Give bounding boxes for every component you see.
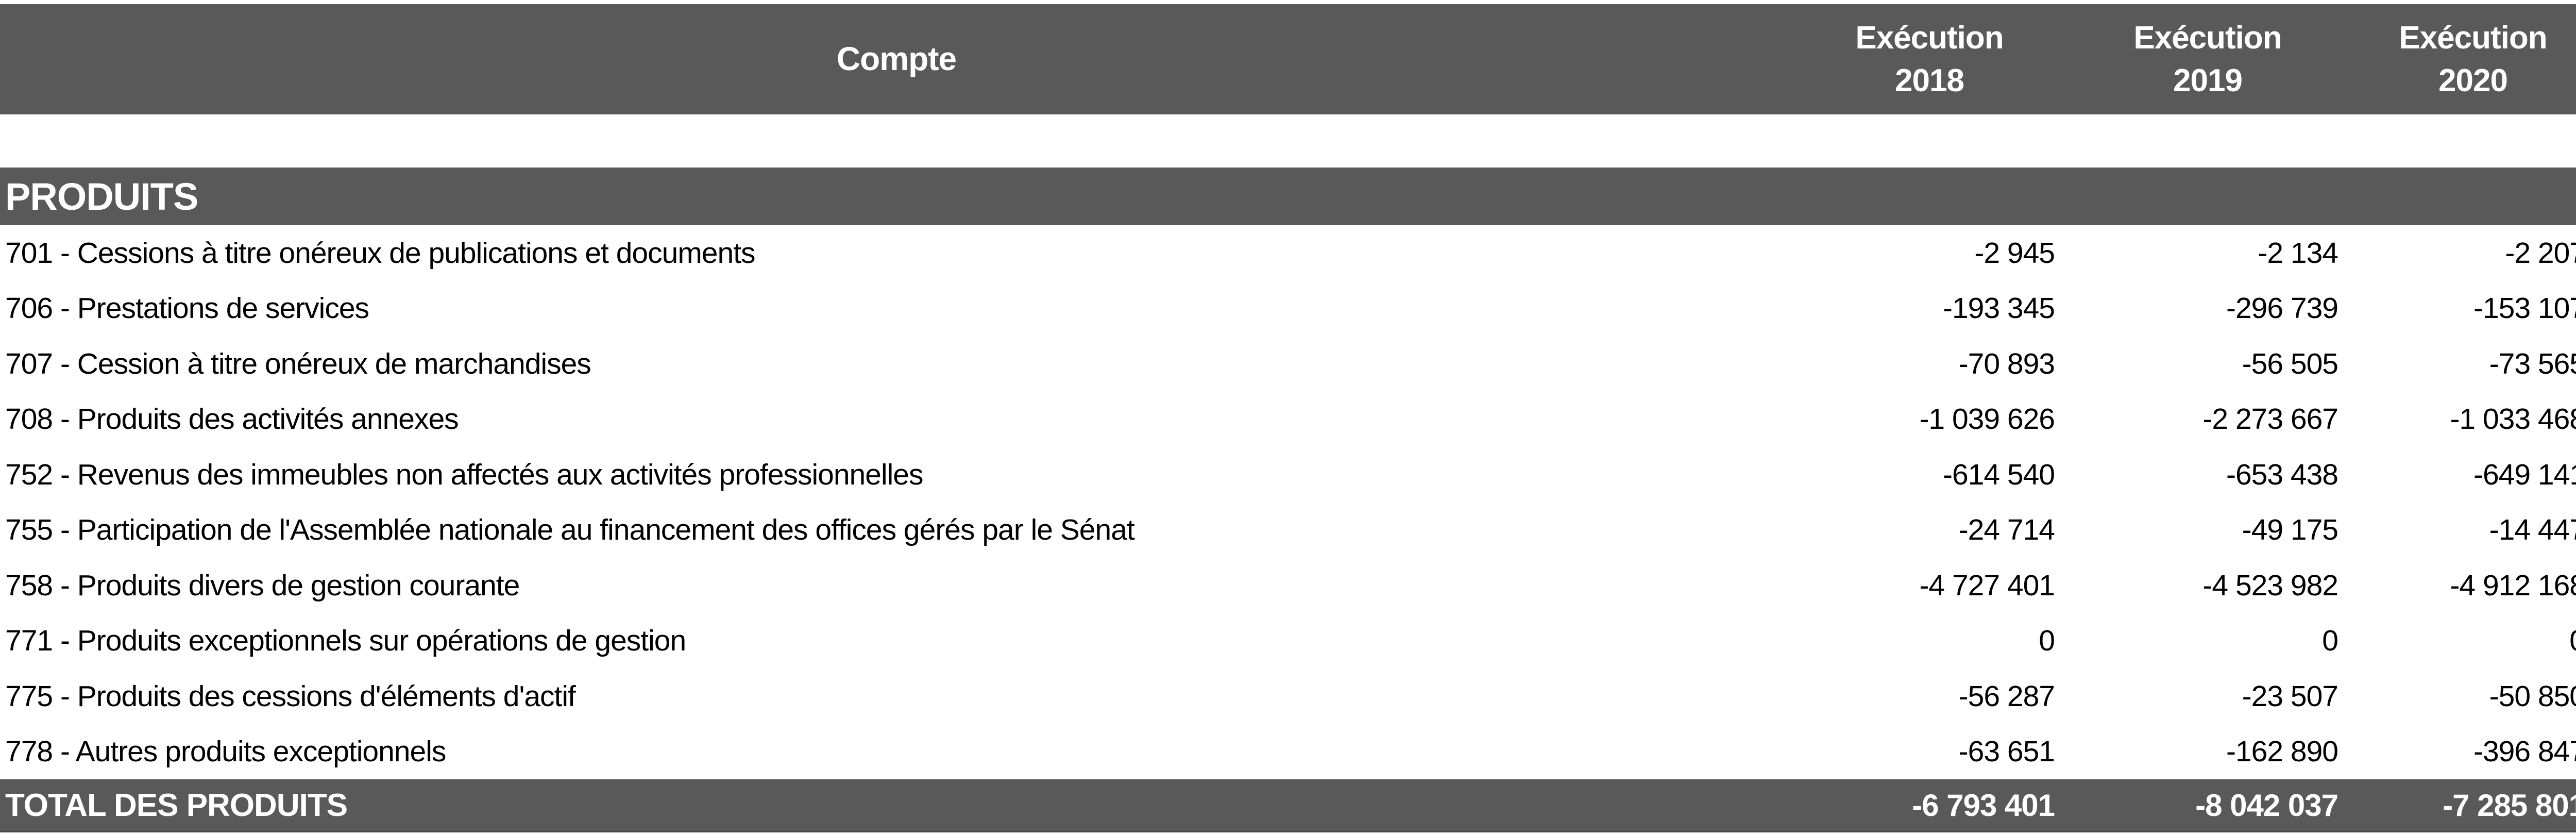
- cell-value-2018: -24 714: [1958, 513, 2055, 547]
- table-body: 701 - Cessions à titre onéreux de public…: [0, 225, 2576, 779]
- cell-value-2018: -1 039 626: [1919, 403, 2055, 436]
- year-label: 2020: [2438, 63, 2508, 98]
- cell-value-2018: -2 945: [1974, 236, 2055, 270]
- table-row-755: 755 - Participation de l'Assemblée natio…: [0, 503, 2576, 558]
- cell-value-2020: -73 565: [2489, 347, 2576, 380]
- table-header-row: Compte Exécution 2018 Exécution 2019 Exé…: [0, 4, 2576, 114]
- cell-value-2020: -649 141: [2473, 458, 2576, 491]
- spacer: [0, 114, 2576, 168]
- cell-value-2020: -1 033 468: [2450, 403, 2576, 436]
- cell-value-2019: -49 175: [2242, 513, 2338, 547]
- table-row-775: 775 - Produits des cessions d'éléments d…: [0, 669, 2576, 724]
- table-row-758: 758 - Produits divers de gestion courant…: [0, 558, 2576, 613]
- row-label: 758 - Produits divers de gestion courant…: [5, 569, 520, 602]
- table-row-708: 708 - Produits des activités annexes -1 …: [0, 392, 2576, 447]
- row-label: 707 - Cession à titre onéreux de marchan…: [5, 347, 591, 380]
- compte-header-label: Compte: [836, 40, 957, 78]
- cell-value-2020: -2 207: [2505, 236, 2576, 270]
- table-row-706: 706 - Prestations de services -193 345 -…: [0, 281, 2576, 337]
- cell-value-2020: -4 912 168: [2450, 569, 2576, 602]
- execution-label: Exécution: [2133, 20, 2282, 56]
- table-row-701: 701 - Cessions à titre onéreux de public…: [0, 225, 2576, 281]
- row-label: 708 - Produits des activités annexes: [5, 403, 459, 436]
- cell-value-2018: 0: [2039, 624, 2055, 658]
- cell-value-2019: -56 505: [2242, 347, 2338, 380]
- row-label: 771 - Produits exceptionnels sur opérati…: [5, 624, 686, 658]
- column-header-compte: Compte: [0, 4, 1793, 114]
- table-row-778: 778 - Autres produits exceptionnels -63 …: [0, 724, 2576, 780]
- cell-value-2019: -23 507: [2242, 679, 2338, 713]
- execution-label: Exécution: [2399, 20, 2547, 56]
- cell-value-2019: -2 273 667: [2202, 403, 2338, 436]
- cell-value-2020: -153 107: [2473, 292, 2576, 325]
- row-label: 778 - Autres produits exceptionnels: [5, 735, 446, 769]
- cell-value-2020: -50 850: [2489, 679, 2576, 713]
- cell-value-2018: -70 893: [1958, 347, 2055, 380]
- cell-value-2019: -296 739: [2226, 292, 2338, 325]
- row-label: 755 - Participation de l'Assemblée natio…: [5, 513, 1135, 547]
- cell-value-2019: -4 523 982: [2202, 569, 2338, 602]
- year-label: 2018: [1895, 63, 1964, 98]
- cell-value-2019: 0: [2322, 624, 2338, 658]
- cell-value-2020: -396 847: [2473, 735, 2576, 769]
- section-header-produits: PRODUITS: [0, 168, 2576, 225]
- year-label: 2019: [2173, 63, 2243, 98]
- cell-value-2018: -614 540: [1942, 458, 2055, 491]
- row-label: 701 - Cessions à titre onéreux de public…: [5, 236, 756, 270]
- section-title: PRODUITS: [5, 175, 198, 218]
- table-row-752: 752 - Revenus des immeubles non affectés…: [0, 447, 2576, 503]
- cell-value-2019: -162 890: [2226, 735, 2338, 769]
- execution-label: Exécution: [1855, 20, 2004, 56]
- cell-value-2018: -193 345: [1942, 292, 2055, 325]
- cell-value-2019: -653 438: [2226, 458, 2338, 491]
- total-value-2019: -8 042 037: [2195, 788, 2338, 823]
- cell-value-2019: -2 134: [2258, 236, 2338, 270]
- row-label: 752 - Revenus des immeubles non affectés…: [5, 458, 923, 491]
- column-header-execution-2018: Exécution 2018: [1793, 4, 2066, 114]
- cell-value-2018: -56 287: [1958, 679, 2055, 713]
- row-label: 706 - Prestations de services: [5, 292, 369, 325]
- total-label: TOTAL DES PRODUITS: [5, 788, 348, 823]
- total-value-2020: -7 285 801: [2443, 788, 2576, 823]
- row-label: 775 - Produits des cessions d'éléments d…: [5, 679, 576, 713]
- column-header-execution-2019: Exécution 2019: [2066, 4, 2349, 114]
- total-value-2018: -6 793 401: [1912, 788, 2055, 823]
- total-row: TOTAL DES PRODUITS -6 793 401 -8 042 037…: [0, 779, 2576, 832]
- table-row-707: 707 - Cession à titre onéreux de marchan…: [0, 336, 2576, 392]
- cell-value-2020: 0: [2349, 613, 2576, 669]
- cell-value-2018: -4 727 401: [1919, 569, 2055, 602]
- cell-value-2018: -63 651: [1958, 735, 2055, 769]
- column-header-execution-2020: Exécution 2020: [2349, 4, 2576, 114]
- cell-value-2020: -14 447: [2489, 513, 2576, 547]
- table-row-771: 771 - Produits exceptionnels sur opérati…: [0, 613, 2576, 669]
